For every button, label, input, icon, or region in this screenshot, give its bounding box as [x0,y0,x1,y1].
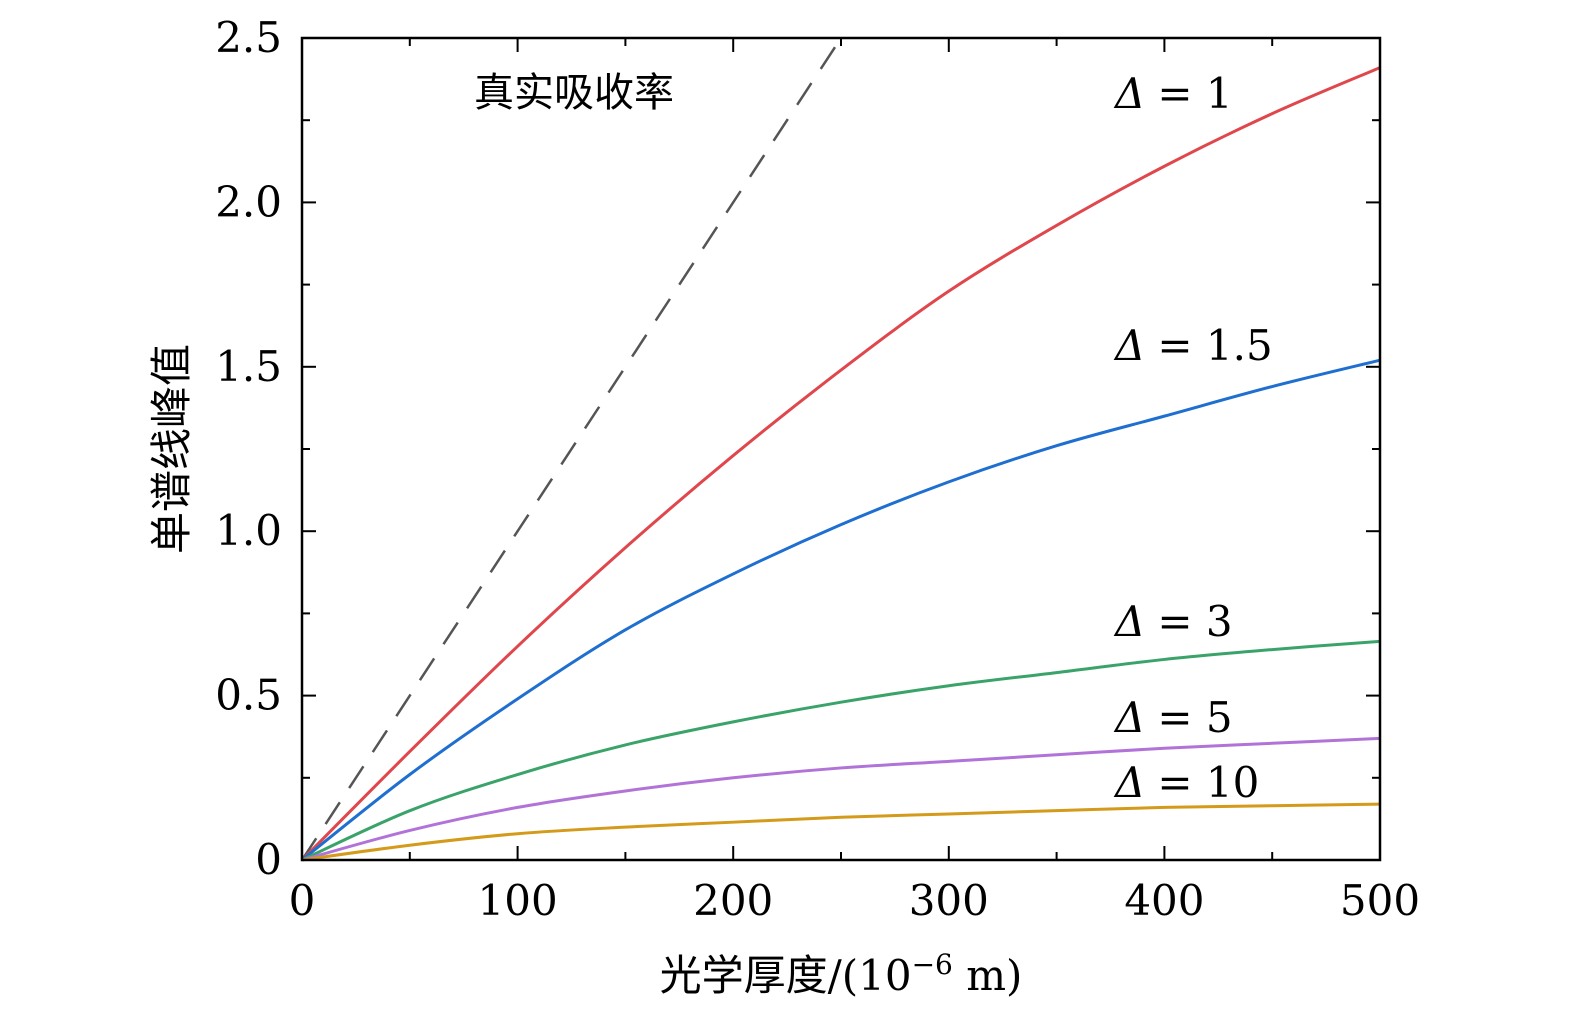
ticks-layer [301,37,1381,861]
true-absorptance-dashed-line [300,37,843,861]
curve-label-value: = 3 [1157,597,1232,646]
curve-label-symbol: Δ [1113,597,1145,646]
y-tick-label: 0.5 [215,671,282,720]
curve-label-4: Δ = 5 [1113,693,1233,742]
y-tick-label: 2.0 [215,177,282,226]
x-axis-title-main: 光学厚度/(10 [660,951,912,1000]
curve-label-symbol: Δ [1113,693,1145,742]
series-line-1 [300,66,1381,862]
curve-label-value: = 1.5 [1157,321,1272,370]
x-axis-title: 光学厚度/(10−6 m) [660,948,1023,1000]
series-line-5 [301,802,1381,862]
x-axis-title-exponent: −6 [912,948,953,981]
y-tick-label: 0 [255,835,282,884]
curve-label-value: = 1 [1157,69,1232,118]
curve-label-5: Δ = 10 [1113,758,1259,807]
series-line-4 [301,736,1381,862]
x-tick-label: 200 [693,876,773,925]
curve-labels-layer: Δ = 1Δ = 1.5Δ = 3Δ = 5Δ = 10 [1113,69,1273,807]
x-tick-label: 300 [909,876,989,925]
x-tick-label: 400 [1124,876,1204,925]
series-line-3 [301,639,1381,862]
x-axis-title-tail: m) [953,951,1023,1000]
series-line-2 [301,358,1381,862]
curve-label-value: = 5 [1157,693,1232,742]
y-tick-label: 1.5 [215,342,282,391]
curve-label-3: Δ = 3 [1113,597,1233,646]
curve-label-symbol: Δ [1113,69,1145,118]
y-axis-title: 单谱线峰值 [147,344,196,554]
x-tick-label: 0 [289,876,316,925]
y-tick-label: 2.5 [215,13,282,62]
x-tick-label: 100 [478,876,558,925]
curve-label-1: Δ = 1 [1113,69,1233,118]
curve-label-value: = 10 [1157,758,1259,807]
curves-layer [300,37,1381,862]
tick-labels-layer: 0 100 200 300 400 500 0 0.5 1.0 1.5 2.0 2.5 [215,13,1420,925]
curve-label-2: Δ = 1.5 [1113,321,1273,370]
y-tick-label: 1.0 [215,506,282,555]
curve-label-symbol: Δ [1113,321,1145,370]
curve-label-symbol: Δ [1113,758,1145,807]
x-tick-label: 500 [1340,876,1420,925]
true-absorptance-annotation: 真实吸收率 [474,70,674,116]
